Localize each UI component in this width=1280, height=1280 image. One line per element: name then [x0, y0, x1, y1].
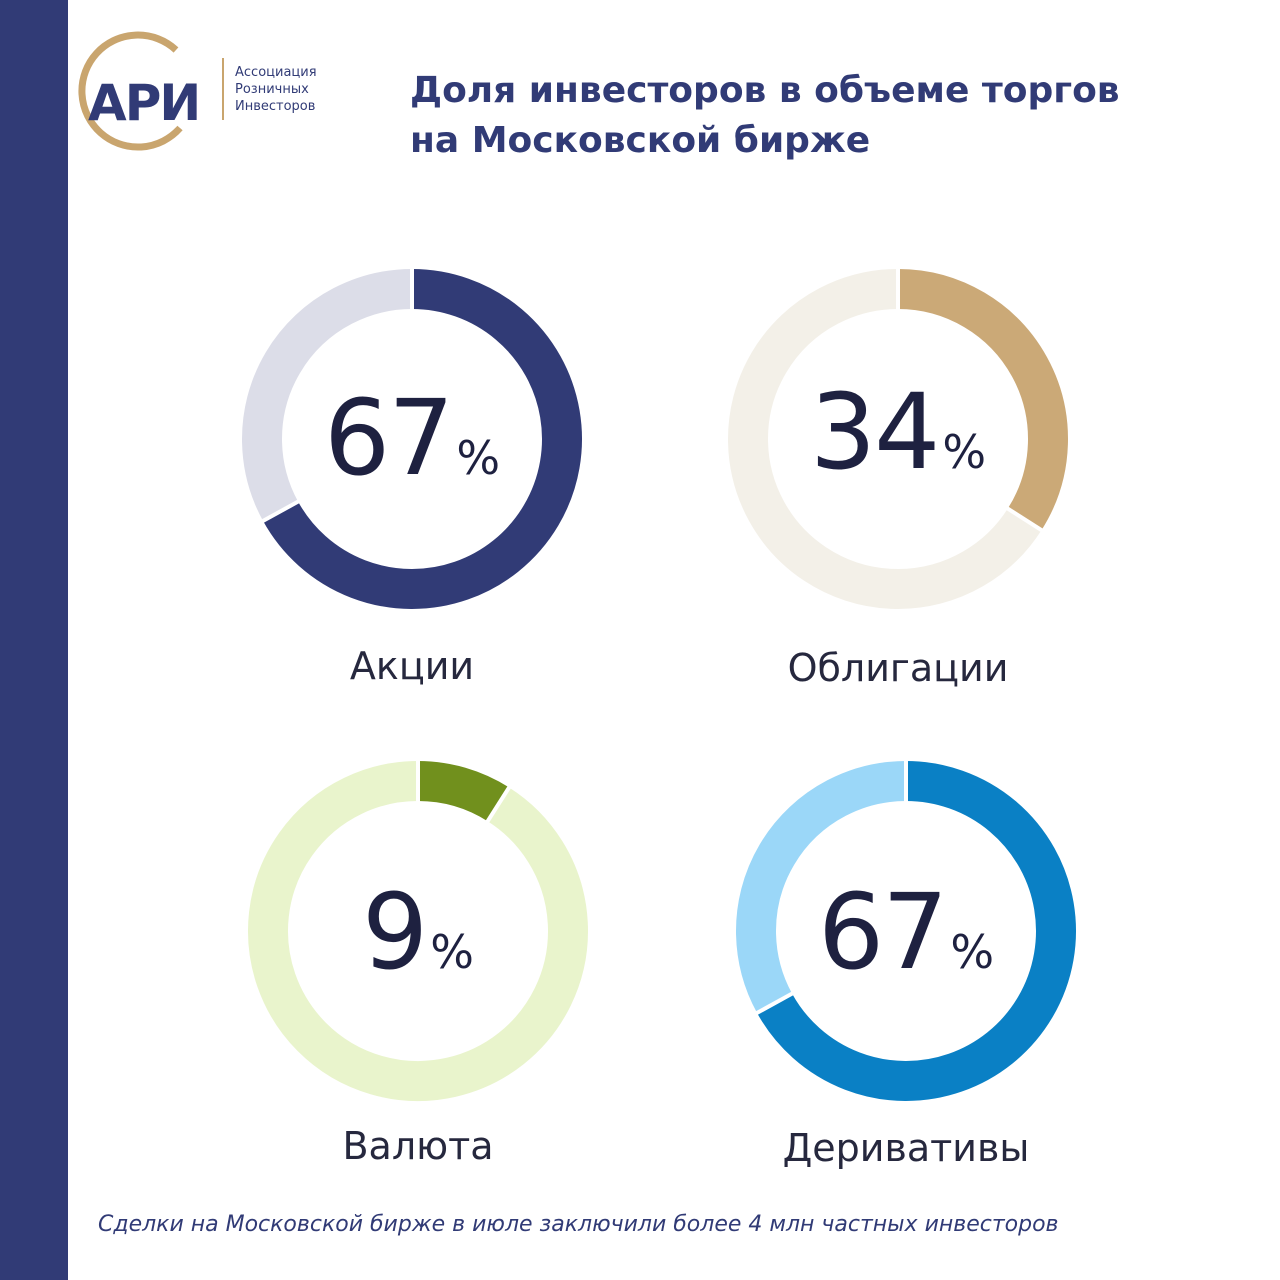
side-accent-bar	[0, 0, 68, 1280]
donut-value: 67%	[212, 386, 612, 490]
logo-ring-icon	[78, 31, 183, 151]
donut-value-slice	[263, 269, 582, 609]
ari-logo: АРИ Ассоциация Розничных Инвесторов	[58, 28, 338, 153]
donut-svg	[728, 268, 1068, 609]
donut-remainder-slice	[736, 761, 907, 1013]
donut-value-number: 67	[323, 377, 454, 499]
footnote: Сделки на Московской бирже в июле заключ…	[98, 1212, 1059, 1237]
donut-svg	[242, 268, 582, 609]
logo-divider	[222, 58, 224, 120]
donut-chart-bonds: 34% Облигации	[698, 268, 1098, 728]
donut-chart-currency: 9% Валюта	[218, 760, 618, 1220]
logo-wordmark-line: Ассоциация	[235, 65, 317, 80]
donut-slice-separator	[261, 499, 300, 524]
donut-value-slice	[417, 761, 510, 822]
donut-slice-separator	[485, 785, 512, 824]
donut-value-number: 67	[817, 871, 948, 993]
donut-label: Валюта	[342, 1124, 494, 1168]
logo-wordmark-line: Инвесторов	[235, 99, 316, 114]
donut-value: 67%	[706, 880, 1106, 984]
donut-label: Деривативы	[782, 1126, 1030, 1170]
donut-slice-separator	[1005, 506, 1044, 533]
donut-remainder-slice	[728, 269, 1042, 609]
logo-wordmark: Ассоциация Розничных Инвесторов	[235, 64, 317, 115]
donut-value-slice	[897, 269, 1068, 531]
page-title: Доля инвесторов в объеме торгов на Моско…	[410, 66, 1210, 166]
page-title-line: Доля инвесторов в объеме торгов	[410, 70, 1120, 111]
donut-svg	[736, 760, 1076, 1101]
donut-value: 9%	[218, 880, 618, 984]
donut-svg	[248, 760, 588, 1101]
page-title-line: на Московской бирже	[410, 120, 871, 161]
donut-value-unit: %	[942, 425, 987, 479]
donut-value-number: 9	[362, 871, 428, 993]
donut-label: Акции	[349, 644, 475, 688]
donut-slice-separator	[755, 991, 794, 1016]
donut-chart-stocks: 67% Акции	[212, 268, 612, 728]
donut-value-unit: %	[950, 925, 995, 979]
donut-chart-derivatives: 67% Деривативы	[706, 760, 1106, 1220]
logo-mark: АРИ	[88, 74, 201, 132]
donut-value-unit: %	[430, 925, 474, 979]
donut-value-unit: %	[456, 431, 501, 485]
donut-value: 34%	[698, 380, 1098, 484]
donut-value-slice	[757, 761, 1076, 1101]
donut-value-number: 34	[809, 371, 940, 493]
donut-label: Облигации	[787, 646, 1009, 690]
donut-remainder-slice	[248, 761, 588, 1101]
logo-wordmark-line: Розничных	[235, 82, 309, 97]
donut-remainder-slice	[242, 269, 413, 521]
